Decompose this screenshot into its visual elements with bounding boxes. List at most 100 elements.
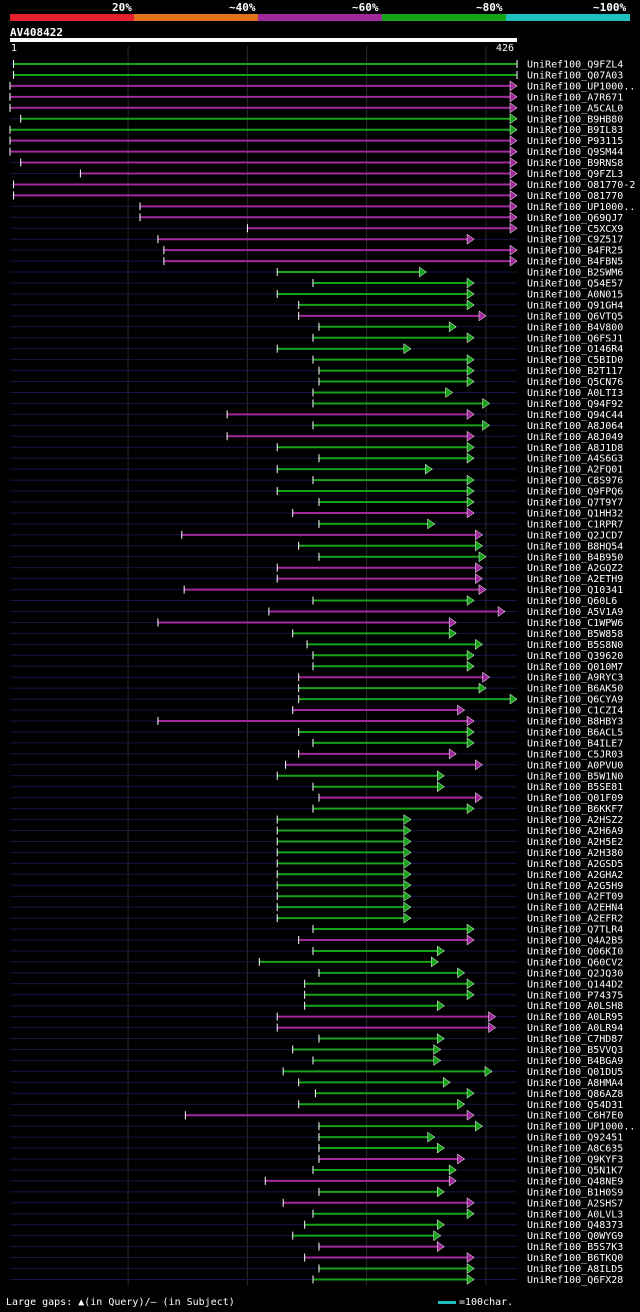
hit-label: UniRef100_Q9FZL4 [527, 60, 623, 71]
hit-arrow [509, 200, 518, 212]
hit-arrow [466, 365, 475, 377]
hit-label: UniRef100_Q144D2 [527, 979, 623, 990]
hit-label: UniRef100_Q5N1K7 [527, 1165, 623, 1176]
hit-arrow [419, 266, 427, 278]
hit-arrow [466, 1263, 475, 1274]
hit-arrow [436, 1219, 445, 1231]
hit-arrow [484, 1065, 493, 1077]
hit-arrow [466, 354, 475, 366]
hit-arrow [475, 638, 483, 650]
hit-label: UniRef100_A4S6G3 [527, 454, 623, 465]
hit-label: UniRef100_B9IL83 [527, 125, 623, 136]
hit-label: UniRef100_A2EHN4 [527, 903, 623, 914]
hit-arrow [436, 770, 445, 782]
hit-arrow [403, 901, 412, 913]
hit-label: UniRef100_Q39620 [527, 651, 623, 662]
hit-label: UniRef100_B6AK50 [527, 684, 623, 695]
hit-arrow [509, 255, 518, 267]
hit-label: UniRef100_B4ILE7 [527, 738, 623, 749]
hit-label: UniRef100_B5S7K3 [527, 1242, 623, 1253]
hit-arrow [403, 835, 412, 847]
hit-arrow [466, 803, 475, 815]
hit-arrow [475, 540, 483, 552]
hit-arrow [433, 1230, 442, 1242]
hit-arrow [482, 419, 490, 431]
hit-label: UniRef100_O81770-2 [527, 180, 635, 191]
hit-arrow [509, 693, 518, 705]
hit-label: UniRef100_B1H0S9 [527, 1187, 623, 1198]
hit-label: UniRef100_A2H380 [527, 848, 623, 859]
hit-label: UniRef100_Q9FPQ6 [527, 487, 623, 498]
hit-arrow [509, 80, 518, 92]
hit-arrow [466, 934, 475, 946]
hit-label: UniRef100_C8S976 [527, 476, 623, 487]
hit-arrow [433, 1054, 442, 1066]
hit-arrow [509, 168, 518, 179]
hit-label: UniRef100_Q1HH32 [527, 508, 623, 519]
hit-arrow [466, 452, 475, 464]
hit-label: UniRef100_A2GSD5 [527, 859, 623, 870]
hit-label: UniRef100_B2SWM6 [527, 268, 623, 279]
hit-label: UniRef100_Q6FSJ1 [527, 333, 623, 344]
hit-arrow [466, 1273, 475, 1285]
hit-label: UniRef100_Q0WYG9 [527, 1231, 623, 1242]
hit-arrow [478, 584, 487, 596]
hit-label: UniRef100_A0PVU0 [527, 760, 623, 771]
ruler-start-label: 1 [11, 43, 18, 54]
hit-arrow [466, 299, 475, 311]
hit-label: UniRef100_B4V800 [527, 322, 623, 333]
hit-label: UniRef100_Q9FZL3 [527, 169, 623, 180]
hit-label: UniRef100_B6KKF7 [527, 804, 623, 815]
hit-arrow [403, 912, 412, 924]
hit-label: UniRef100_A0LVL3 [527, 1209, 623, 1220]
hit-label: UniRef100_UP1000.. [527, 202, 635, 213]
hit-label: UniRef100_Q2JQ30 [527, 968, 623, 979]
hit-arrow [403, 825, 412, 836]
hit-arrow [466, 989, 475, 1001]
hit-arrow [466, 726, 475, 738]
hit-label: UniRef100_Q9KYF3 [527, 1155, 623, 1166]
hit-arrow [466, 715, 475, 727]
hit-label: UniRef100_B6TKQ0 [527, 1253, 623, 1264]
hit-arrow [403, 343, 412, 355]
hit-arrow [509, 102, 518, 114]
hit-arrow [466, 660, 475, 672]
ruler-end-label: 426 [496, 43, 515, 54]
hit-label: UniRef100_A5CAL0 [527, 103, 623, 114]
hit-label: UniRef100_Q60CV2 [527, 957, 623, 968]
hit-label: UniRef100_A0LR94 [527, 1023, 623, 1034]
hit-label: UniRef100_B5W1N0 [527, 771, 623, 782]
hit-label: UniRef100_A7R671 [527, 92, 623, 103]
hit-label: UniRef100_B4FBN5 [527, 257, 623, 268]
hit-arrow [466, 332, 475, 344]
hit-arrow [509, 189, 518, 201]
hit-label: UniRef100_C5BID0 [527, 355, 623, 366]
hit-arrow [457, 1153, 465, 1165]
hit-label: UniRef100_A8HMA4 [527, 1078, 623, 1089]
hit-arrow [448, 627, 457, 639]
hit-label: UniRef100_Q10341 [527, 585, 623, 596]
hit-label: UniRef100_A0N015 [527, 289, 623, 300]
hit-arrow [448, 1164, 457, 1176]
hit-arrow [466, 474, 475, 486]
hit-label: UniRef100_Q54E57 [527, 279, 623, 290]
hit-label: UniRef100_A2GHA2 [527, 870, 623, 881]
hit-label: UniRef100_A2EFR2 [527, 914, 623, 925]
hit-label: UniRef100_Q94F92 [527, 399, 623, 410]
hit-arrow [436, 1241, 445, 1253]
hit-arrow [488, 1022, 496, 1034]
hit-arrow [457, 967, 465, 979]
hit-label: UniRef100_Q01F09 [527, 793, 623, 804]
hit-label: UniRef100_C5XCX9 [527, 224, 623, 235]
hit-arrow [436, 945, 445, 957]
hit-label: UniRef100_P93115 [527, 136, 623, 147]
scale-key-label: =100char. [459, 1297, 514, 1308]
hit-label: UniRef100_B8HQ54 [527, 541, 623, 552]
hit-label: UniRef100_B6ACL5 [527, 727, 623, 738]
hit-label: UniRef100_O81770 [527, 191, 623, 202]
hit-label: UniRef100_Q010M7 [527, 662, 623, 673]
hit-arrow [457, 704, 465, 716]
hit-label: UniRef100_Q4A2B5 [527, 936, 623, 947]
hit-label: UniRef100_Q2JCD7 [527, 530, 623, 541]
